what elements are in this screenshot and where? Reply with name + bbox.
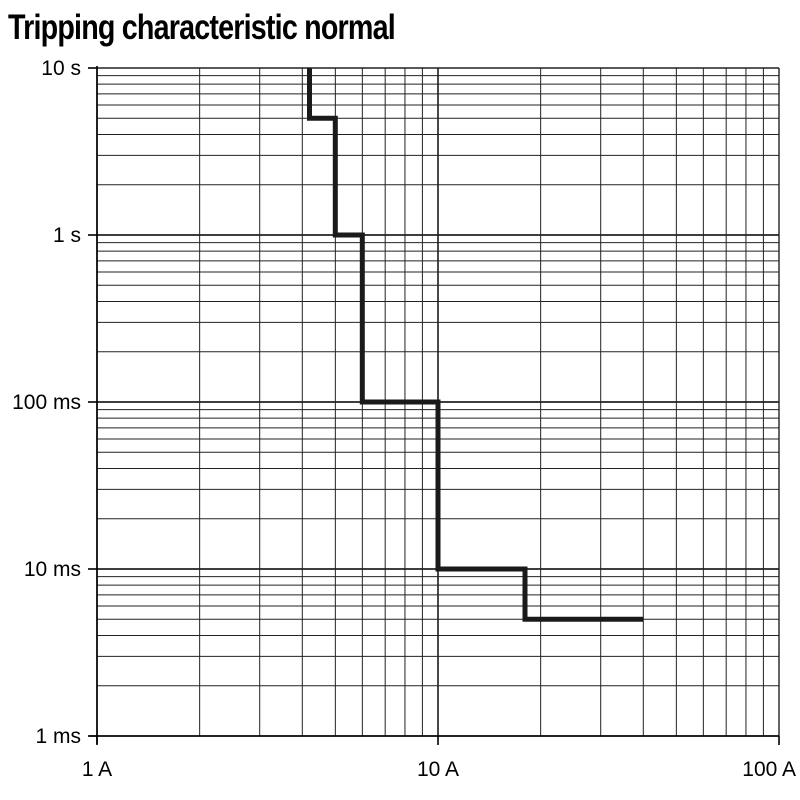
x-tick-label: 10 A [417, 758, 459, 781]
chart-title: Tripping characteristic normal [8, 8, 396, 47]
y-tick-label: 10 ms [24, 558, 81, 581]
y-tick-label: 100 ms [12, 391, 81, 414]
tripping-curve [307, 68, 644, 622]
y-tick-label: 1 ms [35, 725, 81, 748]
axes [89, 66, 779, 744]
y-tick-label: 10 s [41, 57, 81, 80]
y-tick-label: 1 s [53, 224, 81, 247]
x-tick-label: 1 A [82, 758, 112, 781]
series-layer [307, 68, 644, 622]
x-tick-label: 100 A [742, 758, 796, 781]
tick-labels: 10 s 1 s 100 ms 10 ms 1 ms1 A 10 A 100 A [12, 57, 796, 781]
